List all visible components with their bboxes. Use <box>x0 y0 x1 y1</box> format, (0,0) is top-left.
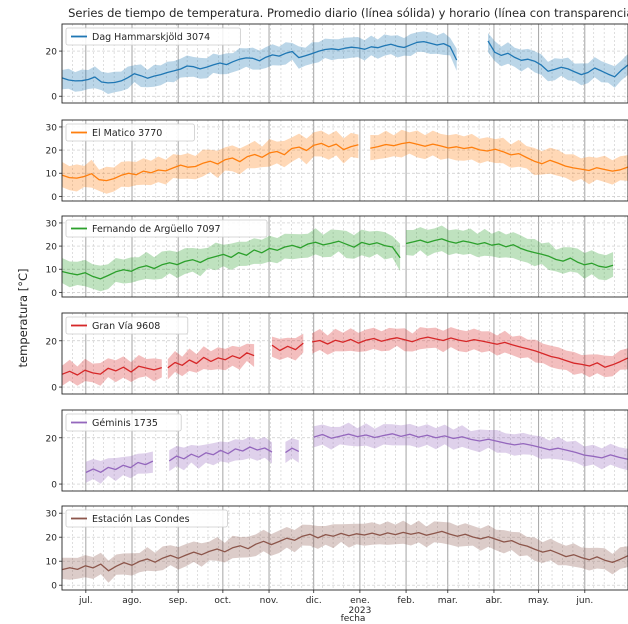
legend-label: Gran Vía 9608 <box>92 321 160 332</box>
x-tick-label: jun. <box>575 596 593 606</box>
x-tick-label: feb. <box>397 596 414 606</box>
x-tick-label: ago. <box>122 596 141 606</box>
panel-5: 0 20 Géminis 1735 <box>46 410 628 491</box>
y-tick-label: 20 <box>46 434 58 444</box>
y-tick-label: 10 <box>46 558 58 568</box>
x-tick-label: nov. <box>260 596 279 606</box>
x-tick-label: may. <box>528 596 549 606</box>
chart-title: Series de tiempo de temperatura. Promedi… <box>68 6 628 20</box>
y-tick-label: 0 <box>51 193 57 203</box>
x-tick-label: ene. <box>350 596 370 606</box>
y-tick-label: 30 <box>46 123 58 133</box>
y-axis-label: temperatura [°C] <box>16 269 30 368</box>
y-tick-label: 10 <box>46 170 58 180</box>
y-tick-label: 20 <box>46 243 58 253</box>
legend-label: Estación Las Condes <box>92 514 190 525</box>
y-tick-label: 30 <box>46 219 58 229</box>
panel-4: 0 20 Gran Vía 9608 <box>46 313 628 394</box>
panels: 0 20 Dag Hammarskjöld 3074 0 10 20 30 El Matico… <box>46 24 628 592</box>
y-tick-label: 20 <box>46 48 58 58</box>
y-tick-label: 10 <box>46 266 58 276</box>
x-tick-label: abr. <box>485 596 502 606</box>
x-tick-label: jul. <box>78 596 93 606</box>
legend-label: Dag Hammarskjöld 3074 <box>92 32 210 43</box>
x-tick-label: mar. <box>438 596 458 606</box>
x-axis-ticks: jul. ago. sep. oct. nov. dic. ene. feb. mar. abr.… <box>78 590 593 616</box>
legend-label: Géminis 1735 <box>92 418 158 429</box>
y-tick-label: 0 <box>51 289 57 299</box>
x-tick-label: sep. <box>169 596 188 606</box>
y-tick-label: 20 <box>46 147 58 157</box>
legend-label: Fernando de Argüello 7097 <box>92 224 221 235</box>
y-tick-label: 0 <box>51 93 57 103</box>
y-tick-label: 0 <box>51 384 57 394</box>
y-tick-label: 0 <box>51 481 57 491</box>
y-tick-label: 30 <box>46 510 58 520</box>
panel-3: 0 10 20 30 Fernando de Argüello 7097 <box>46 216 628 299</box>
panel-2: 0 10 20 30 El Matico 3770 <box>46 120 628 203</box>
y-tick-label: 20 <box>46 534 58 544</box>
y-tick-label: 20 <box>46 337 58 347</box>
y-tick-label: 0 <box>51 582 57 592</box>
x-tick-label: oct. <box>214 596 231 606</box>
year-label: 2023 <box>348 606 371 616</box>
legend-label: El Matico 3770 <box>92 128 162 139</box>
panel-6: 0 10 20 30 Estación Las Condes <box>46 506 628 592</box>
x-tick-label: dic. <box>306 596 322 606</box>
panel-1: 0 20 Dag Hammarskjöld 3074 <box>46 24 628 103</box>
